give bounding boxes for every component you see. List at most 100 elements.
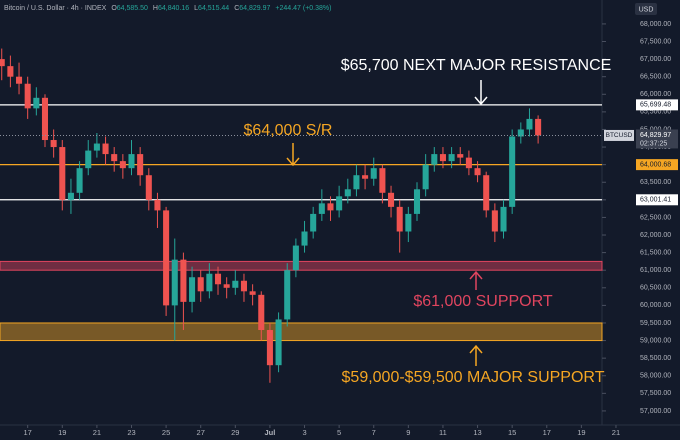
candle-body bbox=[336, 196, 343, 211]
candle-body bbox=[318, 203, 325, 214]
y-tick-label: 57,000.00 bbox=[640, 408, 671, 415]
currency: USD bbox=[639, 6, 654, 13]
candle-body bbox=[76, 168, 83, 193]
candle-body bbox=[413, 189, 421, 214]
x-tick-label: 5 bbox=[337, 428, 341, 437]
candle-body bbox=[240, 280, 247, 292]
ohlc-value: 64,515.44 bbox=[198, 5, 229, 12]
x-tick-label: 7 bbox=[372, 428, 376, 437]
ohlc-value: 64,840.16 bbox=[158, 5, 189, 12]
symbol-tag bbox=[604, 129, 634, 141]
ohlc-key: H bbox=[153, 5, 158, 12]
candle-body bbox=[93, 143, 100, 151]
candle-body bbox=[344, 189, 351, 197]
candle-body bbox=[232, 280, 239, 288]
candle-body bbox=[292, 245, 299, 271]
candle-body bbox=[509, 136, 516, 207]
y-tick-label: 59,500.00 bbox=[640, 320, 671, 327]
x-tick-label: 11 bbox=[439, 428, 447, 437]
candle-body bbox=[197, 277, 204, 292]
candle-body bbox=[258, 294, 265, 331]
change: +244.47 (+0.38%) bbox=[275, 5, 331, 12]
x-tick-label: 23 bbox=[127, 428, 135, 437]
candle-body bbox=[41, 97, 49, 141]
x-tick-label: 29 bbox=[231, 428, 239, 437]
candle-body bbox=[119, 161, 126, 169]
candle-body bbox=[16, 76, 23, 84]
candle-body bbox=[422, 164, 429, 190]
candle-body bbox=[50, 140, 57, 148]
candle-body bbox=[0, 59, 5, 67]
y-tick-label: 66,500.00 bbox=[640, 74, 671, 81]
y-tick-label: 61,000.00 bbox=[640, 267, 671, 274]
candle-body bbox=[396, 206, 403, 232]
ohlc-value: 64,585.50 bbox=[117, 5, 148, 12]
y-tick-label: 62,000.00 bbox=[640, 232, 671, 239]
candle-body bbox=[154, 199, 161, 211]
annotation: $59,000-$59,500 MAJOR SUPPORT bbox=[342, 369, 605, 386]
y-tick-label: 59,000.00 bbox=[640, 337, 671, 344]
candle-body bbox=[405, 213, 412, 232]
ohlc-value: 64,829.97 bbox=[239, 5, 270, 12]
candle-body bbox=[275, 319, 282, 366]
y-tick-label: 58,000.00 bbox=[640, 373, 671, 380]
candle-body bbox=[353, 175, 360, 190]
candle-body bbox=[457, 154, 464, 158]
arrow bbox=[469, 270, 483, 290]
candle-body bbox=[388, 192, 395, 207]
x-tick-label: 15 bbox=[508, 428, 516, 437]
candle-body bbox=[7, 66, 14, 77]
y-tick-label: 66,000.00 bbox=[640, 91, 671, 98]
x-tick-label: Jul bbox=[265, 428, 276, 437]
candle-body bbox=[535, 118, 542, 136]
candle-body bbox=[223, 284, 230, 288]
x-tick-label: 9 bbox=[406, 428, 410, 437]
x-tick-label: 19 bbox=[58, 428, 66, 437]
candle-body bbox=[111, 154, 118, 162]
candle-body bbox=[310, 213, 317, 232]
candle-body bbox=[214, 273, 222, 285]
ohlc-key: C bbox=[234, 5, 239, 12]
candle-body bbox=[189, 277, 196, 302]
zone bbox=[0, 260, 603, 271]
y-tick-label: 62,500.00 bbox=[640, 214, 671, 221]
y-tick-label: 67,000.00 bbox=[640, 56, 671, 63]
level-tag bbox=[636, 194, 678, 206]
x-tick-label: 21 bbox=[93, 428, 101, 437]
y-tick-label: 61,500.00 bbox=[640, 249, 671, 256]
candle-body bbox=[379, 168, 386, 193]
x-tick-label: 3 bbox=[302, 428, 306, 437]
candle-body bbox=[206, 273, 213, 292]
x-tick-label: 21 bbox=[612, 428, 620, 437]
zone bbox=[0, 322, 603, 342]
y-tick-label: 57,500.00 bbox=[640, 390, 671, 397]
annotation: $65,700 NEXT MAJOR RESISTANCE bbox=[341, 57, 612, 74]
candle-body bbox=[526, 118, 533, 130]
candle-body bbox=[59, 147, 66, 200]
candle-body bbox=[137, 154, 144, 176]
candle-body bbox=[180, 259, 187, 302]
candle-body bbox=[327, 203, 334, 211]
candle-body bbox=[33, 97, 40, 109]
y-tick-label: 60,500.00 bbox=[640, 285, 671, 292]
currency-box bbox=[635, 3, 657, 15]
annotation: $64,000 S/R bbox=[244, 122, 333, 139]
candle-body bbox=[24, 83, 31, 109]
level-label: 63,001.41 bbox=[640, 197, 671, 204]
level-label: 65,699.48 bbox=[640, 102, 671, 109]
ohlc-key: L bbox=[194, 5, 198, 12]
level-tag bbox=[636, 159, 678, 171]
x-tick-label: 13 bbox=[473, 428, 481, 437]
candle-body bbox=[249, 291, 256, 295]
header-title: Bitcoin / U.S. Dollar · 4h · INDEX bbox=[4, 5, 107, 12]
candle-body bbox=[439, 154, 446, 162]
candle-body bbox=[145, 175, 152, 200]
x-tick-label: 27 bbox=[197, 428, 205, 437]
candle-body bbox=[128, 154, 135, 169]
candle-body bbox=[465, 157, 472, 169]
y-tick-label: 68,000.00 bbox=[640, 21, 671, 28]
countdown: 02:37:25 bbox=[640, 140, 667, 147]
